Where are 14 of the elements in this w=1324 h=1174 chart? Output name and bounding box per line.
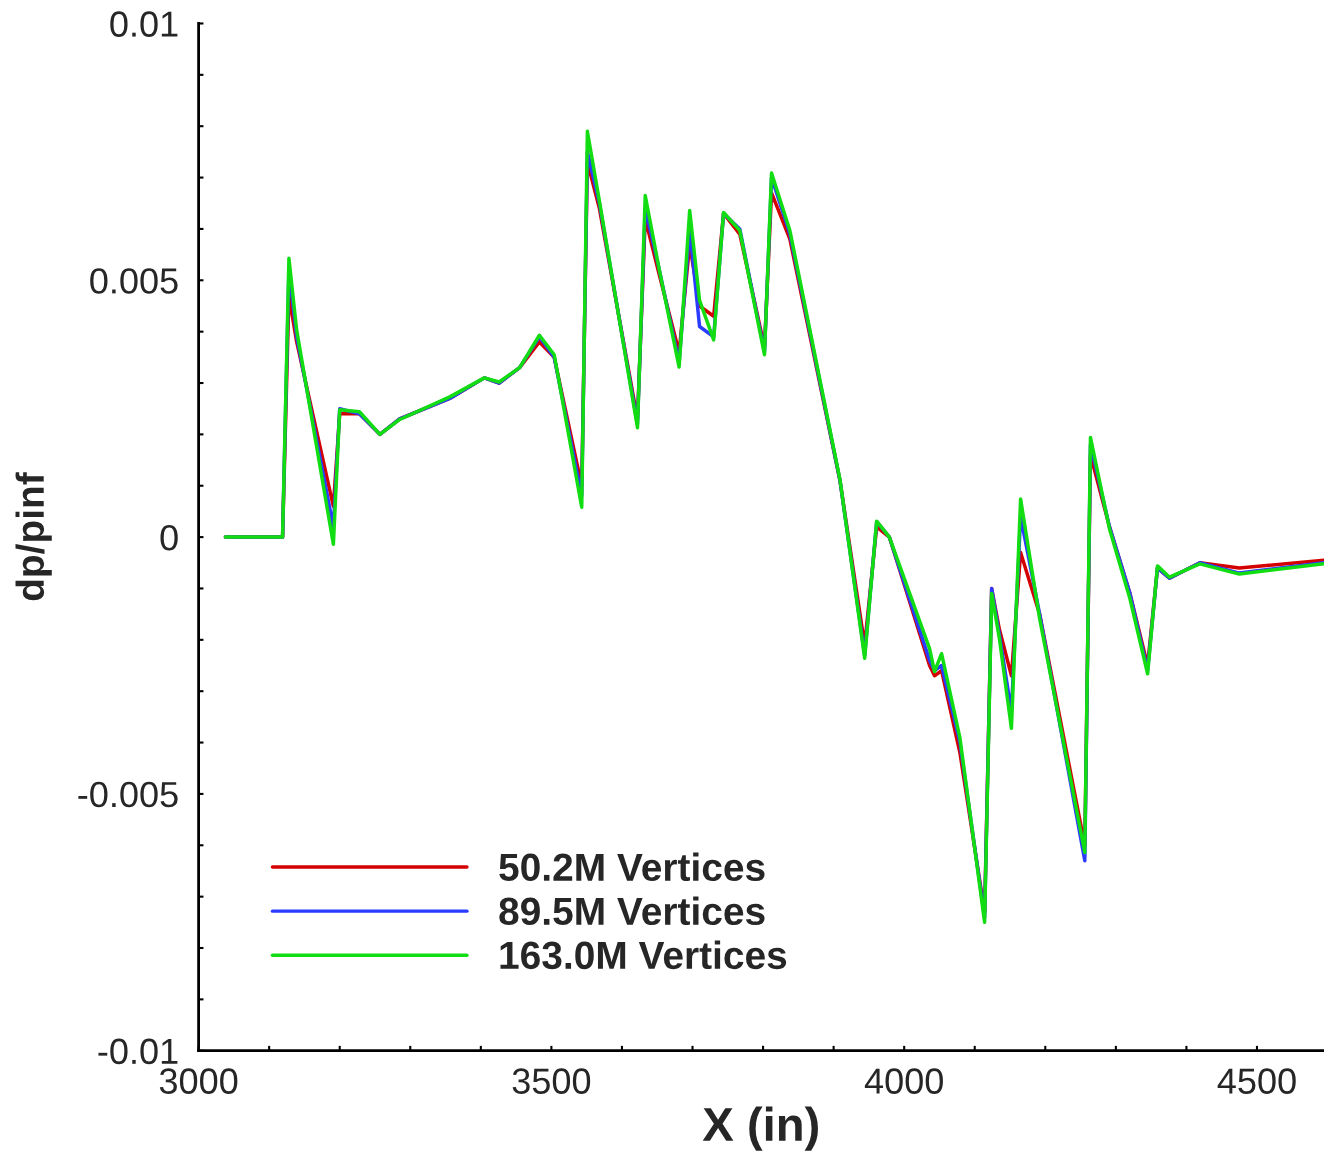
- x-tick-label: 3000: [159, 1068, 238, 1094]
- legend-label: 89.5M Vertices: [499, 896, 765, 926]
- legend-label: 50.2M Vertices: [499, 852, 765, 882]
- x-tick-label: 4500: [1217, 1068, 1296, 1094]
- y-tick-label: -0.01: [98, 1038, 178, 1065]
- x-tick-label: 3500: [512, 1068, 591, 1094]
- y-tick-label: -0.005: [78, 781, 178, 808]
- y-tick-label: 0: [160, 524, 178, 551]
- y-axis-title: dp/pinf: [15, 472, 52, 601]
- x-axis-title: X (in): [702, 1106, 818, 1151]
- x-tick-label: 4000: [864, 1068, 943, 1094]
- y-tick-label: 0.005: [90, 268, 178, 294]
- legend-label: 163.0M Vertices: [500, 940, 787, 970]
- y-tick-label: 0.01: [110, 11, 178, 37]
